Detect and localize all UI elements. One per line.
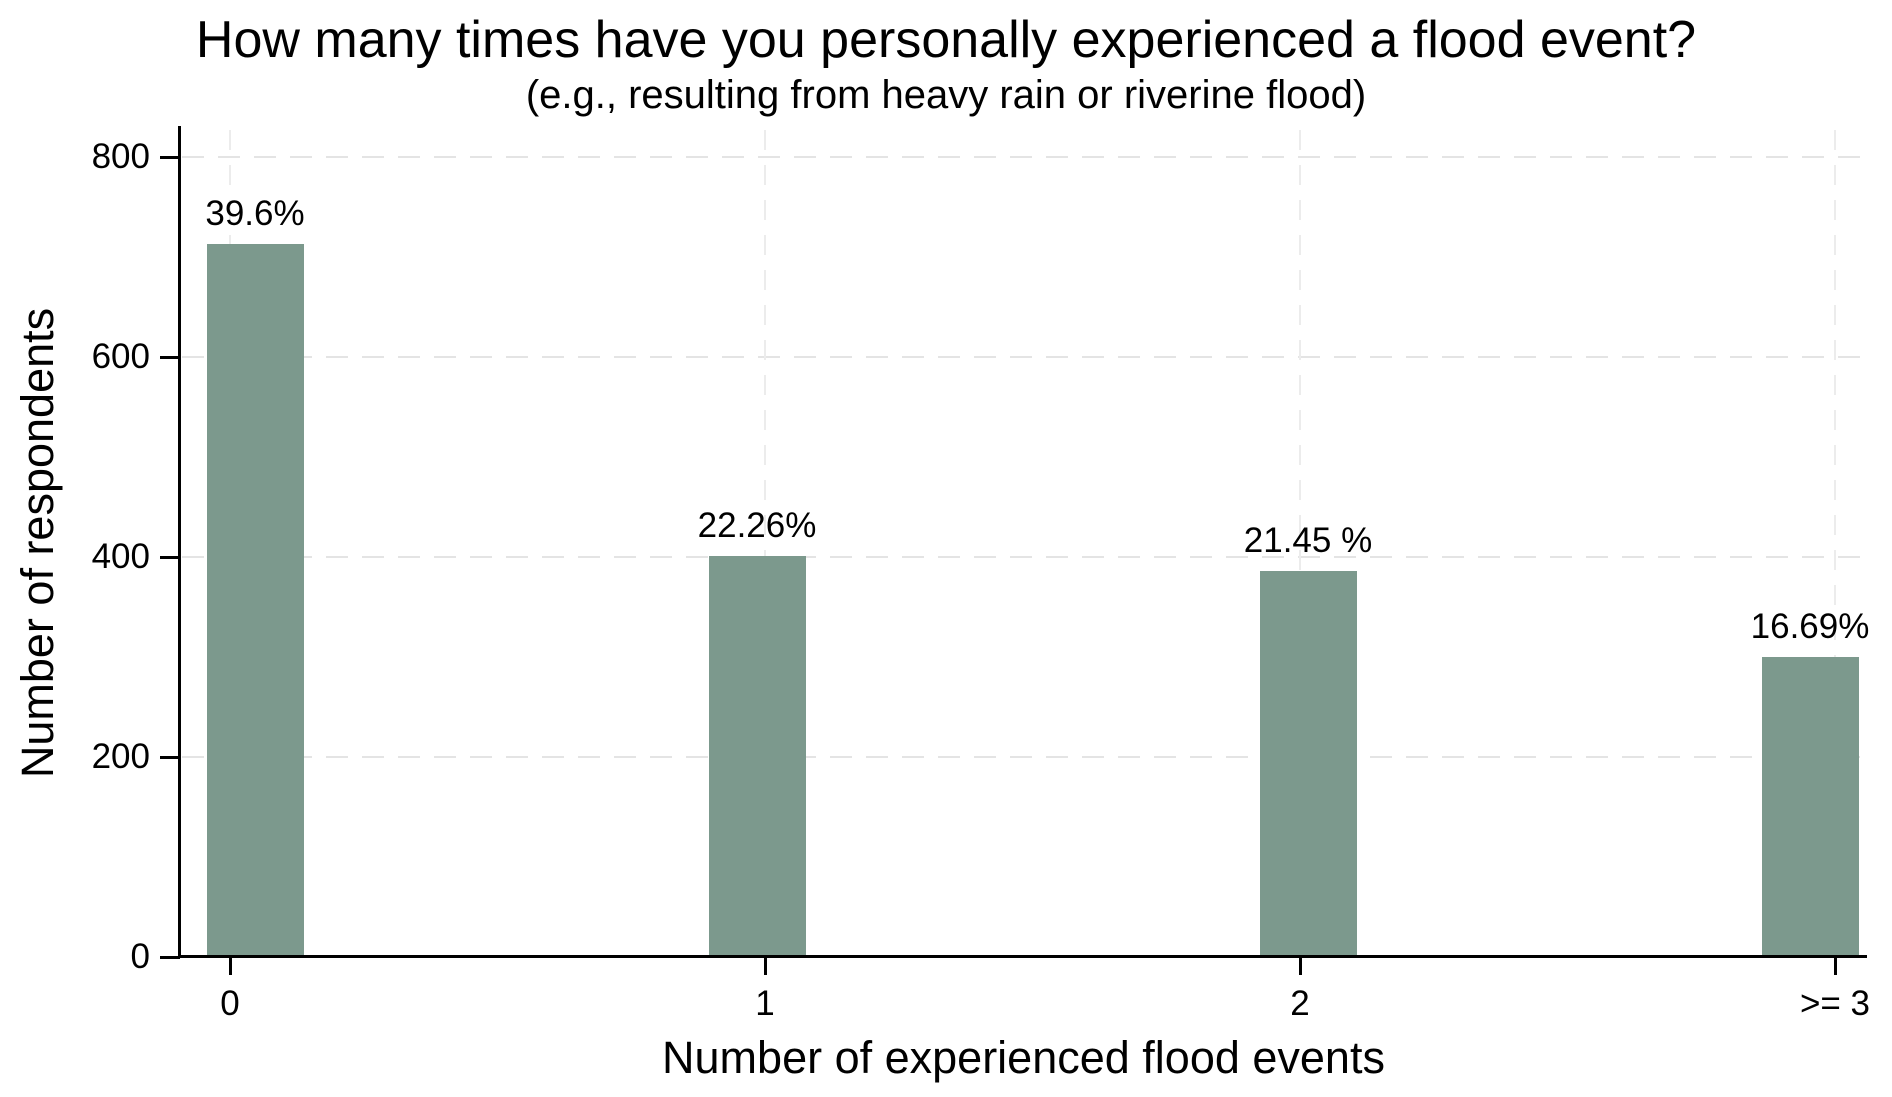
y-tick bbox=[160, 956, 180, 959]
x-axis-line bbox=[178, 955, 1867, 958]
y-tick-label: 400 bbox=[91, 537, 150, 576]
x-tick bbox=[229, 957, 232, 975]
chart-title: How many times have you personally exper… bbox=[195, 11, 1697, 69]
horizontal-gridline bbox=[182, 756, 1866, 758]
bar bbox=[1761, 657, 1859, 957]
y-tick bbox=[160, 356, 180, 359]
bar-value-label: 39.6% bbox=[205, 194, 305, 233]
y-tick-label: 0 bbox=[130, 937, 150, 976]
bar bbox=[1259, 571, 1357, 957]
x-tick bbox=[1834, 957, 1837, 975]
horizontal-gridline bbox=[182, 356, 1866, 358]
chart-subtitle: (e.g., resulting from heavy rain or rive… bbox=[525, 73, 1367, 117]
vertical-gridline bbox=[1834, 130, 1836, 957]
bar-value-label: 22.26% bbox=[697, 506, 817, 545]
vertical-gridline bbox=[1299, 130, 1301, 957]
y-tick bbox=[160, 156, 180, 159]
y-axis-line bbox=[178, 126, 181, 958]
x-tick-label: >= 3 bbox=[1799, 984, 1871, 1023]
y-tick-label: 600 bbox=[91, 337, 150, 376]
x-axis-title: Number of experienced flood events bbox=[662, 1032, 1385, 1083]
x-tick-label: 2 bbox=[1290, 984, 1310, 1023]
vertical-gridline bbox=[764, 130, 766, 957]
bar-value-label: 16.69% bbox=[1750, 607, 1870, 646]
x-tick-label: 0 bbox=[220, 984, 240, 1023]
bar-value-label: 21.45 % bbox=[1243, 521, 1373, 560]
horizontal-gridline bbox=[182, 156, 1866, 158]
y-tick bbox=[160, 556, 180, 559]
bar bbox=[708, 556, 806, 957]
horizontal-gridline bbox=[182, 556, 1866, 558]
y-tick bbox=[160, 756, 180, 759]
plot-area: 39.6% 22.26% 21.45 % 16.69% 0 200 400 600 800 0 1 2… bbox=[92, 126, 1870, 1023]
y-tick-label: 200 bbox=[91, 737, 150, 776]
x-tick bbox=[1299, 957, 1302, 975]
x-tick-label: 1 bbox=[755, 984, 775, 1023]
bar bbox=[206, 244, 304, 957]
x-tick bbox=[764, 957, 767, 975]
y-tick-label: 800 bbox=[91, 137, 150, 176]
